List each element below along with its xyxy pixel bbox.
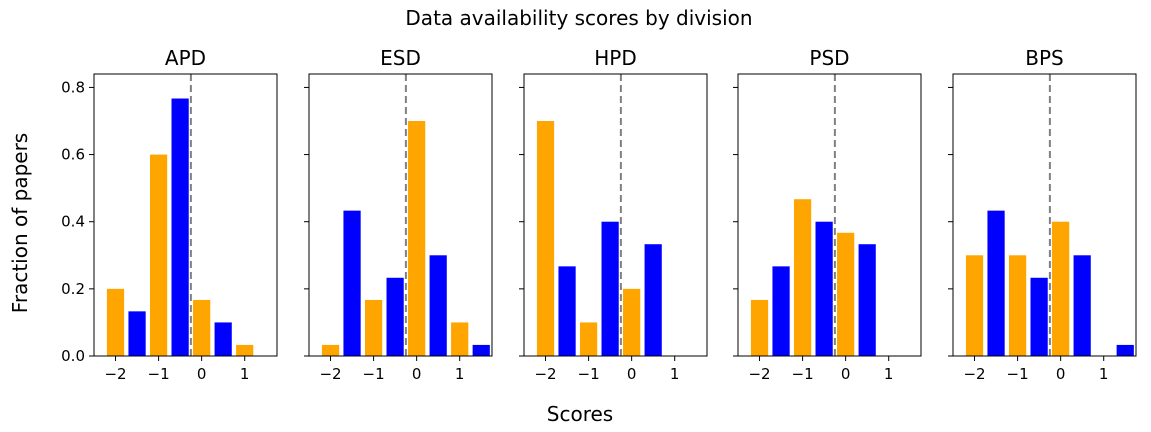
- panel-hpd: HPD −2 −1 0 1: [519, 46, 708, 383]
- bar: [601, 221, 619, 356]
- panel-bps: BPS −2 −1 0 1: [948, 46, 1137, 383]
- x-tick-label: 0: [841, 365, 851, 383]
- bar: [772, 266, 790, 356]
- axes-frame: [308, 73, 493, 357]
- panel-esd: ESD −2 −1 0 1: [304, 46, 493, 383]
- x-tick-label: −1: [363, 365, 385, 383]
- bar: [321, 344, 340, 356]
- panels: APD −2 −1 0 1 0.0 0.2 0.4 0.6 0.8 ESD −2 −1 0 1 HPD −2 −1…: [61, 46, 1137, 383]
- bar: [858, 244, 876, 356]
- bar: [364, 299, 383, 356]
- bar: [965, 255, 984, 356]
- x-tick-label: −2: [319, 365, 341, 383]
- bar: [579, 322, 598, 356]
- bar: [343, 210, 361, 356]
- panel-apd: APD −2 −1 0 1 0.0 0.2 0.4 0.6 0.8: [61, 46, 278, 383]
- panel-psd: PSD −2 −1 0 1: [733, 46, 922, 383]
- y-axis-label: Fraction of papers: [8, 133, 32, 313]
- x-tick-label: 0: [1056, 365, 1066, 383]
- bar: [1052, 221, 1070, 356]
- y-tick-label: 0.2: [61, 280, 85, 298]
- bar: [149, 154, 168, 356]
- x-tick-label: 1: [240, 365, 250, 383]
- bar: [1008, 255, 1027, 356]
- x-tick-label: 1: [1099, 365, 1109, 383]
- x-tick-label: 1: [670, 365, 680, 383]
- bar: [236, 344, 254, 356]
- bar: [793, 199, 812, 356]
- axes-frame: [523, 73, 708, 357]
- bar: [623, 288, 641, 356]
- panel-title: ESD: [380, 46, 421, 70]
- bar: [193, 299, 211, 356]
- y-tick-label: 0.4: [61, 213, 85, 231]
- x-tick-label: 0: [627, 365, 637, 383]
- x-tick-label: −2: [963, 365, 985, 383]
- y-tick-label: 0.0: [61, 347, 85, 365]
- x-tick-label: −1: [1007, 365, 1029, 383]
- x-tick-label: −1: [148, 365, 170, 383]
- x-tick-label: 1: [884, 365, 894, 383]
- bar: [837, 232, 855, 356]
- bar: [128, 311, 146, 356]
- bar: [1116, 344, 1134, 356]
- x-axis-label: Scores: [547, 402, 613, 426]
- bar: [1030, 277, 1048, 356]
- panel-title: BPS: [1025, 46, 1063, 70]
- bar: [815, 221, 833, 356]
- bar: [214, 322, 232, 356]
- x-tick-label: 1: [455, 365, 465, 383]
- bar: [536, 121, 555, 356]
- x-tick-label: −1: [578, 365, 600, 383]
- axes-frame: [737, 73, 922, 357]
- panel-title: HPD: [594, 46, 637, 70]
- y-tick-label: 0.8: [61, 78, 85, 96]
- bar: [429, 255, 447, 356]
- x-tick-label: −1: [792, 365, 814, 383]
- bar: [451, 322, 469, 356]
- x-tick-label: 0: [412, 365, 422, 383]
- y-tick-label: 0.6: [61, 146, 85, 164]
- axes-frame: [93, 73, 278, 357]
- bar: [472, 344, 490, 356]
- x-tick-label: −2: [534, 365, 556, 383]
- bar: [386, 277, 404, 356]
- bar: [644, 244, 662, 356]
- bar: [558, 266, 576, 356]
- bar: [1073, 255, 1091, 356]
- x-tick-label: −2: [104, 365, 126, 383]
- bar: [106, 288, 125, 356]
- bar: [171, 98, 189, 356]
- axes-frame: [952, 73, 1137, 357]
- bar: [750, 299, 769, 356]
- x-tick-label: 0: [197, 365, 207, 383]
- panel-title: APD: [165, 46, 206, 70]
- x-tick-label: −2: [748, 365, 770, 383]
- chart-title: Data availability scores by division: [405, 6, 752, 30]
- bar: [408, 121, 426, 356]
- bar: [987, 210, 1005, 356]
- panel-title: PSD: [809, 46, 849, 70]
